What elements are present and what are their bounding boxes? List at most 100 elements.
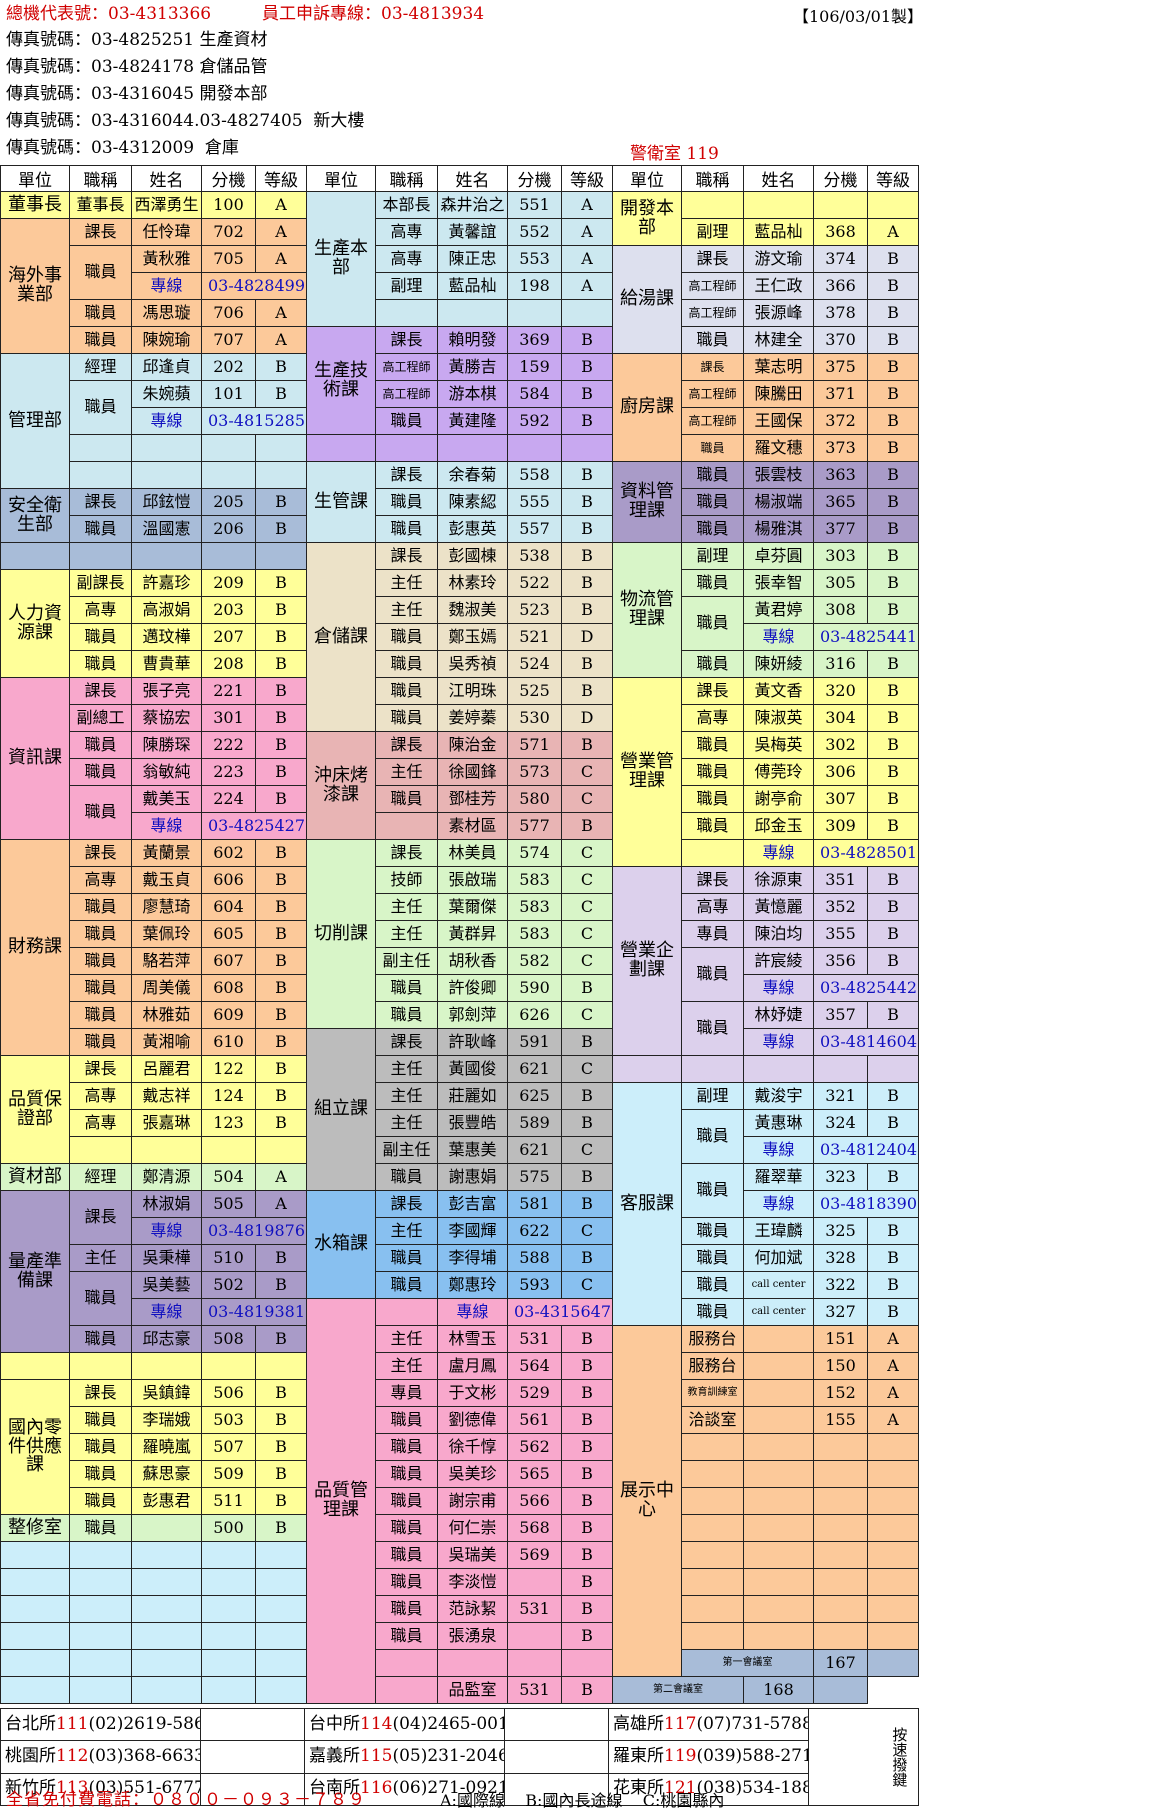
table-cell [69, 542, 132, 570]
table-cell: C [561, 785, 613, 813]
table-cell: B [255, 1487, 307, 1515]
table-row: 高專 戴志祥 124 B 主任 莊麗如 625 B 客服課 副理 戴浚宇 321 B [1, 1082, 919, 1326]
branch-office: 桃園所112(03)368-6633 [0, 1740, 201, 1774]
table-cell: 705 [201, 245, 256, 273]
table-cell [743, 1460, 814, 1488]
table-cell: 職員 [69, 1433, 132, 1461]
table-cell: C [561, 1271, 613, 1299]
column-header: 等級 [561, 165, 613, 192]
table-cell: 150 [813, 1352, 868, 1380]
table-row: 副總工 蔡協宏 301 B 職員 姜婷蓁 530 D 高專 陳淑英 304 B [1, 704, 919, 732]
table-cell: 職員 [69, 1514, 132, 1542]
table-cell: 590 [507, 974, 562, 1002]
table-cell: B [255, 488, 307, 516]
table-cell: 124 [201, 1082, 256, 1110]
table-cell: 邱鉉愷 [131, 488, 202, 516]
table-cell: 葉爾傑 [437, 893, 508, 921]
table-cell: 戴志祥 [131, 1082, 202, 1110]
unit-cell: 品質保證部 [0, 1055, 70, 1164]
table-cell [201, 461, 256, 489]
table-row: 職員 葉佩玲 605 B 主任 黃群昇 583 C 專員 陳泊均 355 B [1, 920, 919, 948]
table-cell: 621 [507, 1055, 562, 1083]
table-row: 高專 高淑娟 203 B 主任 魏淑美 523 B 職員 黃君婷 308 B [1, 596, 919, 651]
table-cell: 戴玉貞 [131, 866, 202, 894]
table-cell: 職員 [69, 245, 132, 300]
table-row: 專線 03-4815285 職員 黃建隆 592 B 高工程師 王國保 372 B [1, 407, 919, 435]
table-cell: 507 [201, 1433, 256, 1461]
table-cell: 主任 [375, 893, 438, 921]
table-cell: C [561, 839, 613, 867]
table-cell [867, 1568, 919, 1596]
table-cell: C [561, 758, 613, 786]
table-row: 生管課 課長 余春菊 558 B 資料管理課 職員 張雲枝 363 B [1, 461, 919, 543]
table-cell: 林雪玉 [437, 1325, 508, 1353]
table-cell: 張源峰 [743, 299, 814, 327]
table-cell [867, 1055, 919, 1083]
table-cell: A [255, 1163, 307, 1191]
table-cell: 鄭玉嫣 [437, 623, 508, 651]
table-cell: 黃湘喻 [131, 1028, 202, 1056]
table-cell: 何仁崇 [437, 1514, 508, 1542]
table-cell: 591 [507, 1028, 562, 1056]
table-cell [201, 1676, 256, 1704]
table-cell: 351 [813, 866, 868, 894]
unit-cell: 客服課 [612, 1082, 682, 1326]
table-cell: 304 [813, 704, 868, 732]
table-cell: 課長 [375, 1190, 438, 1218]
table-cell: 專線 [131, 407, 202, 435]
table-cell [813, 191, 868, 219]
table-cell [867, 1460, 919, 1488]
table-cell: 陳治金 [437, 731, 508, 759]
table-cell: 主任 [375, 596, 438, 624]
table-cell: 職員 [681, 434, 744, 462]
table-cell: 藍品杣 [743, 218, 814, 246]
table-cell: A [561, 272, 613, 300]
table-cell: 陳淑英 [743, 704, 814, 732]
unit-cell: 財務課 [0, 839, 70, 1056]
table-cell: 陳騰田 [743, 380, 814, 408]
table-cell [255, 1541, 307, 1569]
table-cell: 職員 [375, 1163, 438, 1191]
table-cell: 陳勝琛 [131, 731, 202, 759]
table-cell [743, 1514, 814, 1542]
table-cell: 378 [813, 299, 868, 327]
column-header: 姓名 [131, 165, 202, 192]
table-cell: 陳素綛 [437, 488, 508, 516]
table-cell: 581 [507, 1190, 562, 1218]
table-cell: B [867, 731, 919, 759]
table-cell: 372 [813, 407, 868, 435]
table-cell [0, 1676, 70, 1704]
column-header: 分機 [813, 165, 868, 192]
table-cell: 03-4818390 [813, 1190, 919, 1218]
fax-line-2: 傳真號碼：03-4824178 倉儲品管 [6, 57, 268, 77]
column-header: 職稱 [69, 165, 132, 192]
table-cell: 謝亭俞 [743, 785, 814, 813]
table-cell: 職員 [681, 461, 744, 489]
table-cell: B [255, 704, 307, 732]
table-cell: 游文瑜 [743, 245, 814, 273]
table-row: 專線 03-4819381 品質管理課 專線 03-4315647 職員 call cent… [1, 1298, 919, 1704]
table-cell: 職員 [69, 1460, 132, 1488]
table-cell: 306 [813, 758, 868, 786]
table-row: 職員 廖慧琦 604 B 主任 葉爾傑 583 C 高專 黃憶麗 352 B [1, 893, 919, 921]
table-cell: 何加斌 [743, 1244, 814, 1272]
table-cell: B [867, 1082, 919, 1110]
table-row: 職員 李瑞娥 503 B 職員 劉德偉 561 B 洽談室 155 A [1, 1406, 919, 1434]
table-cell: 課長 [375, 326, 438, 354]
table-cell: 552 [507, 218, 562, 246]
table-cell: 職員 [69, 1325, 132, 1353]
table-row: 職員 林雅茹 609 B 職員 郭劍萍 626 C 職員 林妤婕 357 B [1, 1001, 919, 1056]
table-row: 職員 彭惠君 511 B 職員 謝宗甫 566 B [1, 1487, 919, 1515]
table-cell: 626 [507, 1001, 562, 1029]
table-cell: 職員 [375, 1595, 438, 1623]
table-cell [681, 1055, 744, 1083]
table-cell: B [561, 1244, 613, 1272]
table-cell: 209 [201, 569, 256, 597]
table-cell: 彭惠英 [437, 515, 508, 543]
unit-cell: 倉儲課 [306, 542, 376, 732]
table-cell: B [561, 650, 613, 678]
table-cell [201, 1136, 256, 1164]
table-cell [743, 1487, 814, 1515]
table-cell: 356 [813, 947, 868, 975]
unit-cell: 組立課 [306, 1028, 376, 1191]
